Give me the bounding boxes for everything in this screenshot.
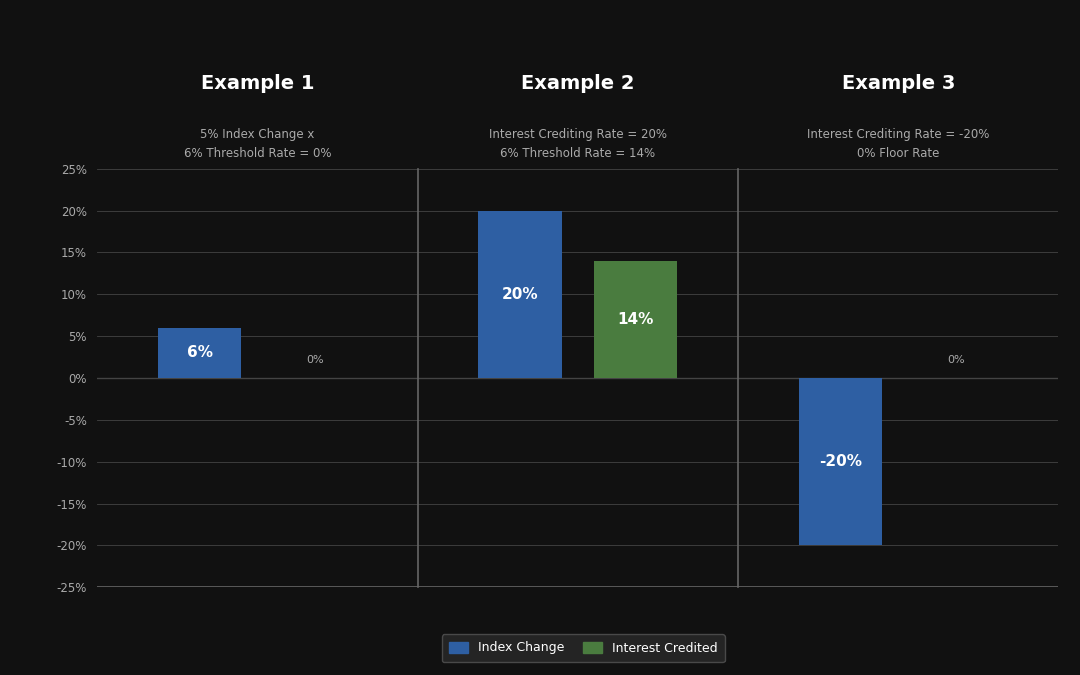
Bar bbox=[478, 211, 562, 378]
Text: 6%: 6% bbox=[187, 346, 213, 360]
Text: Example 1: Example 1 bbox=[201, 74, 314, 93]
Bar bbox=[594, 261, 677, 378]
Legend: Index Change, Interest Credited: Index Change, Interest Credited bbox=[442, 634, 725, 662]
Bar bbox=[158, 328, 242, 378]
Text: Interest Crediting Rate = 20%
6% Threshold Rate = 14%: Interest Crediting Rate = 20% 6% Thresho… bbox=[489, 128, 666, 161]
Text: -20%: -20% bbox=[819, 454, 862, 469]
Text: 5% Index Change x
6% Threshold Rate = 0%: 5% Index Change x 6% Threshold Rate = 0% bbox=[184, 128, 332, 161]
Text: Example 2: Example 2 bbox=[521, 74, 635, 93]
Text: 20%: 20% bbox=[502, 287, 539, 302]
Bar bbox=[799, 378, 882, 545]
Text: 0%: 0% bbox=[947, 356, 964, 365]
Text: Example 3: Example 3 bbox=[841, 74, 955, 93]
Text: 0%: 0% bbox=[307, 356, 324, 365]
Text: 14%: 14% bbox=[618, 312, 653, 327]
Text: Interest Crediting Rate = -20%
0% Floor Rate: Interest Crediting Rate = -20% 0% Floor … bbox=[807, 128, 989, 161]
